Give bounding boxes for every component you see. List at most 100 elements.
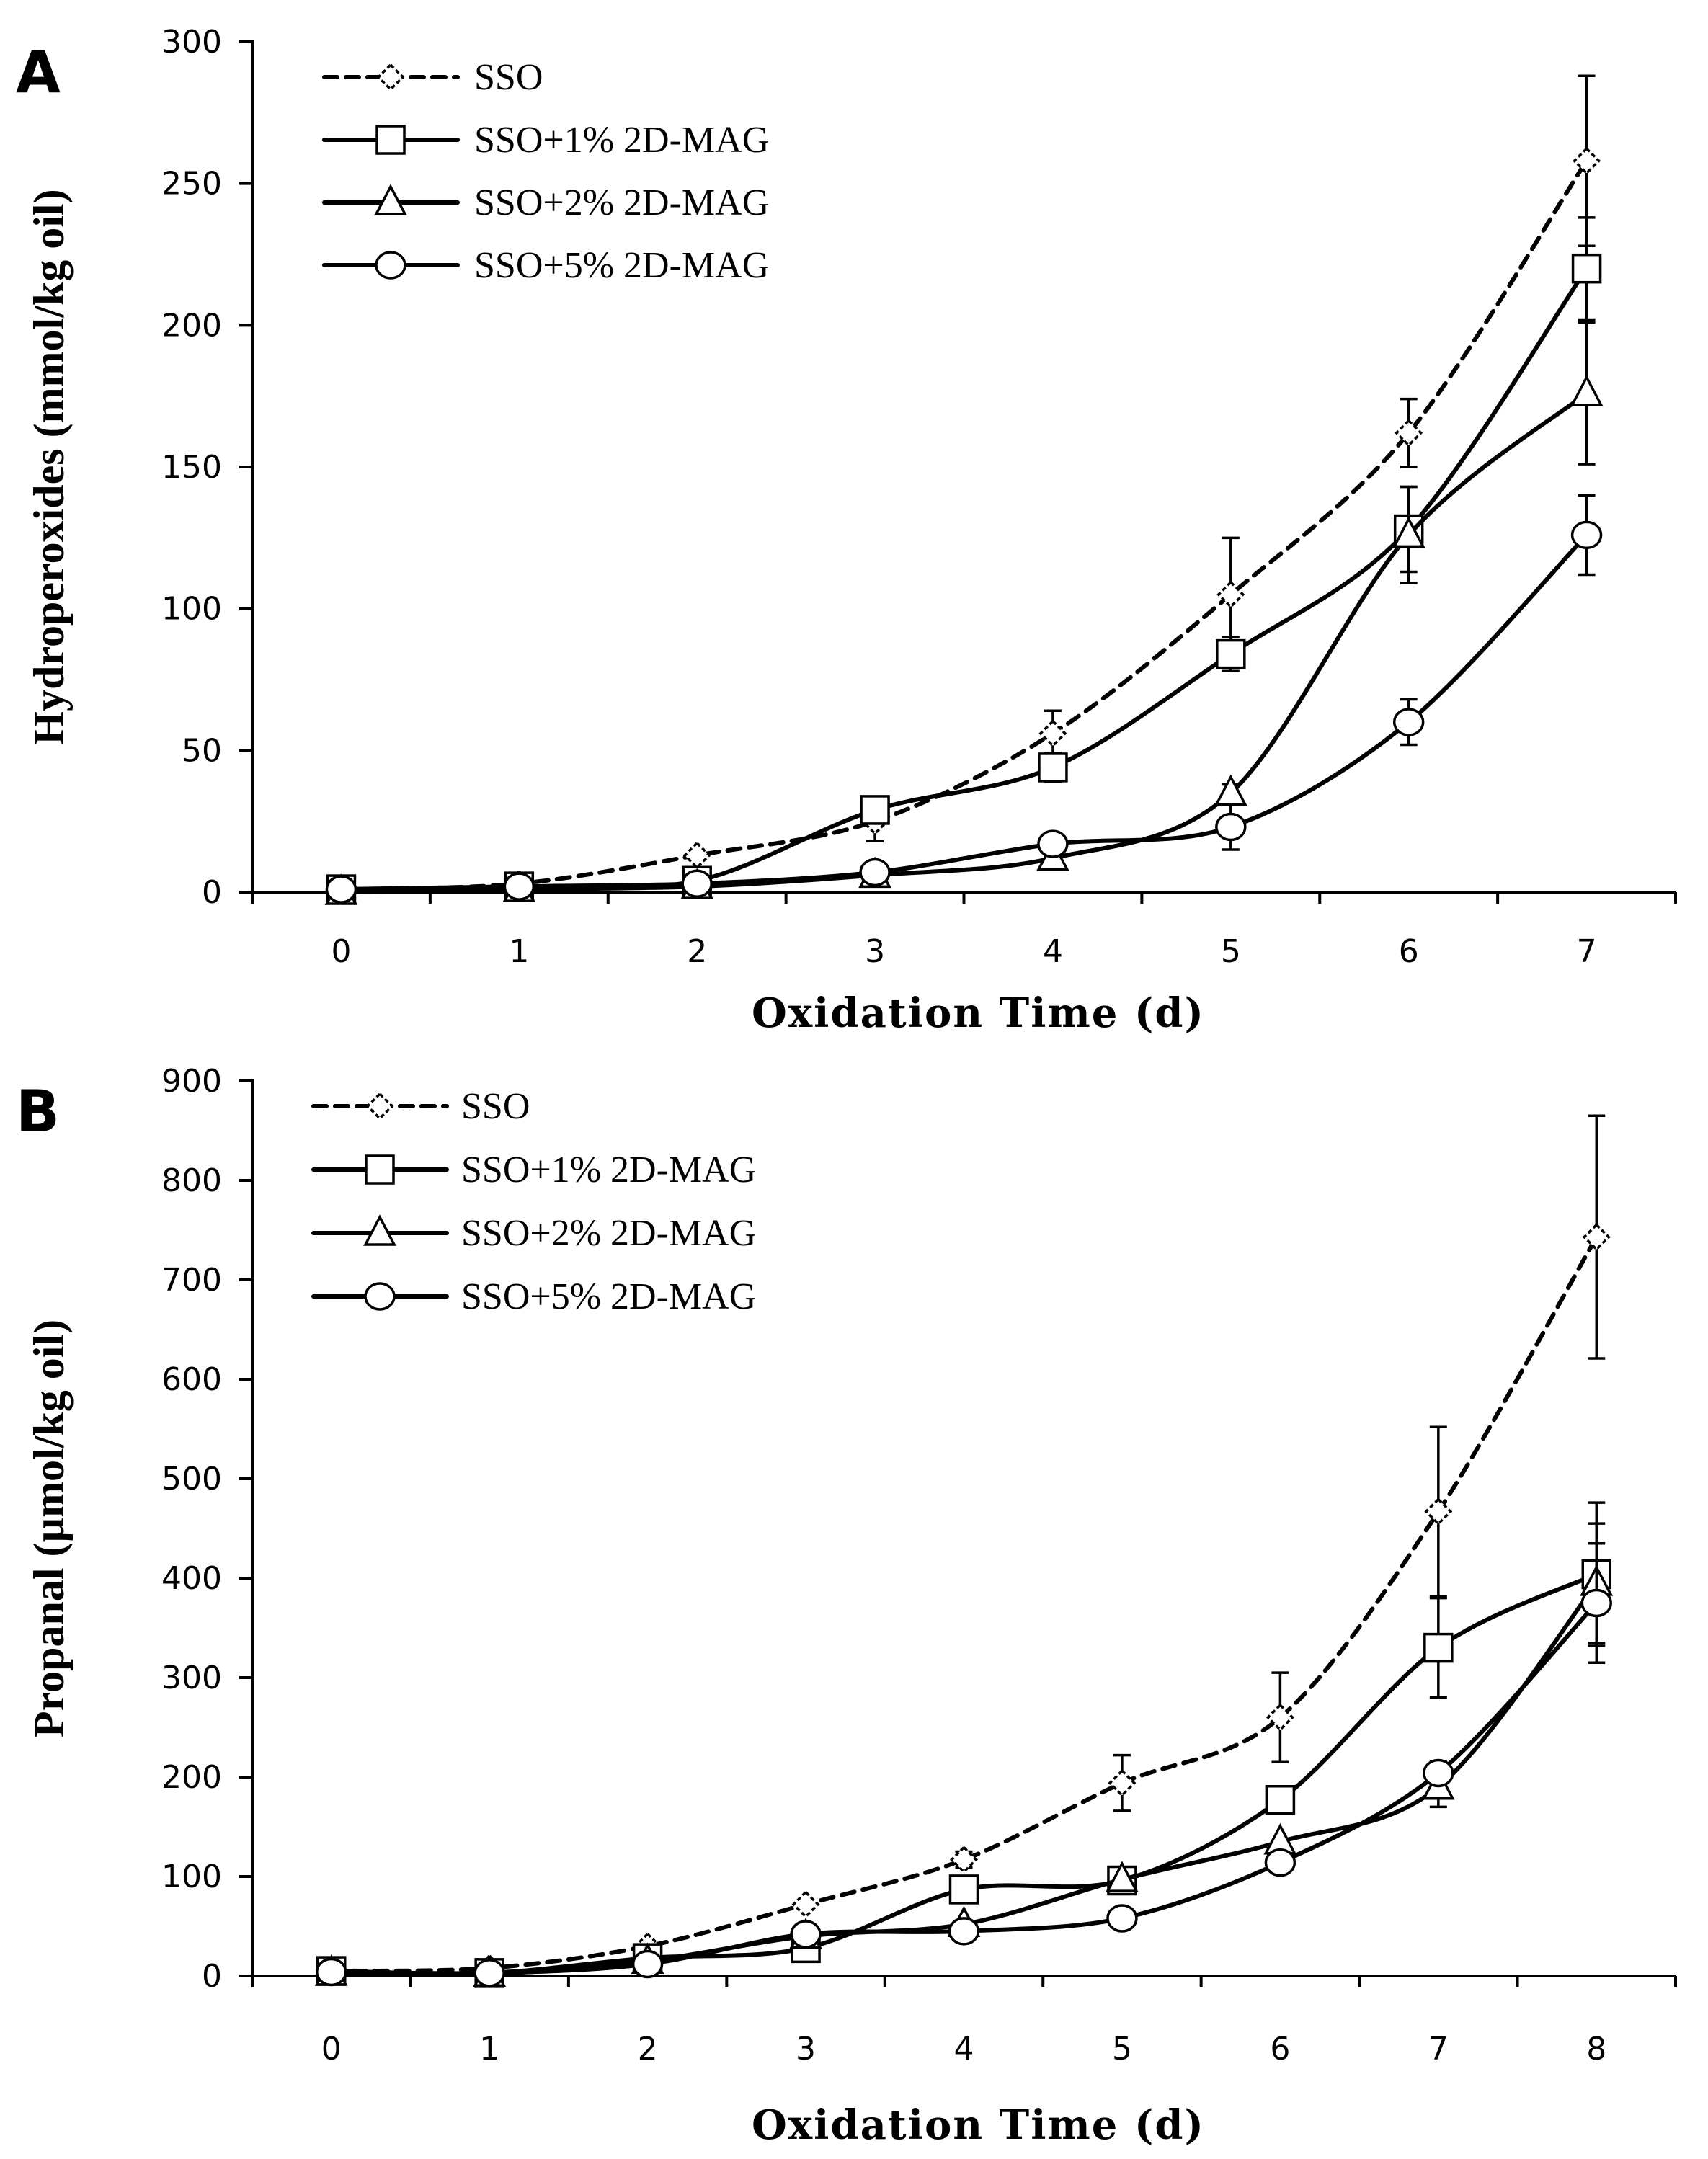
y-tick-label: 50: [182, 732, 222, 769]
legend-marker-square: [375, 125, 406, 155]
data-point-triangle: [1570, 374, 1604, 406]
data-point-diamond: [1582, 1223, 1611, 1252]
y-tick-label: 0: [202, 874, 222, 911]
x-tick-label: 2: [638, 2031, 658, 2067]
data-point-diamond: [1216, 580, 1245, 609]
x-tick-label: 0: [331, 933, 351, 970]
x-tick-label: 4: [1043, 933, 1063, 970]
series-triangle: [314, 1522, 1614, 1987]
x-tick-label: 7: [1577, 933, 1597, 970]
legend-label: SSO+2% 2D-MAG: [461, 1213, 756, 1254]
legend-label: SSO+5% 2D-MAG: [461, 1276, 756, 1317]
x-axis-title: Oxidation Time (d): [752, 989, 1205, 1037]
data-point-diamond: [1573, 146, 1601, 175]
x-tick-label: 6: [1399, 933, 1419, 970]
series-line: [339, 391, 1589, 894]
y-tick-label: 150: [161, 449, 222, 486]
y-tick-label: 200: [161, 1759, 222, 1796]
y-tick-label: 900: [161, 1063, 222, 1100]
y-tick-label: 500: [161, 1461, 222, 1497]
data-point-circle: [631, 1949, 664, 1979]
y-tick-label: 250: [161, 166, 222, 202]
x-tick-label: 1: [479, 2031, 499, 2067]
x-tick-label: 1: [509, 933, 529, 970]
data-point-square: [860, 795, 890, 825]
x-tick-label: 0: [321, 2031, 342, 2067]
legend-marker-triangle: [374, 184, 407, 215]
legend-label: SSO: [474, 57, 543, 98]
data-point-diamond: [1266, 1703, 1294, 1732]
data-point-circle: [1106, 1904, 1138, 1933]
panel-letter: B: [16, 1078, 60, 1145]
legend-entry: SSO+5% 2D-MAG: [322, 245, 769, 286]
legend-entry: SSO+2% 2D-MAG: [322, 182, 769, 223]
data-point-square: [1571, 253, 1602, 284]
y-axis-title: Hydroperoxides (mmol/kg oil): [25, 189, 73, 744]
legend-marker-circle: [364, 1282, 396, 1311]
data-point-diamond: [1108, 1768, 1137, 1797]
data-point-diamond: [1424, 1497, 1453, 1526]
series-line: [329, 1234, 1599, 1974]
data-point-diamond: [791, 1890, 820, 1919]
legend-entry: SSO+5% 2D-MAG: [311, 1276, 756, 1317]
data-point-circle: [1580, 1588, 1613, 1618]
y-tick-label: 300: [161, 24, 222, 61]
legend-label: SSO+1% 2D-MAG: [474, 120, 769, 161]
legend-entry: SSO+1% 2D-MAG: [311, 1149, 756, 1190]
x-tick-label: 5: [1221, 933, 1241, 970]
data-point-diamond: [682, 841, 711, 870]
panel-b: B 0 100 200 300 400 500 600 700 800 900 0 1 2 3 4 5 6 7 8 Ox…: [16, 1063, 1677, 2149]
y-tick-label: 300: [161, 1660, 222, 1696]
data-point-triangle: [1106, 1861, 1139, 1892]
data-point-square: [1423, 1632, 1454, 1663]
legend-entry: SSO+2% 2D-MAG: [311, 1213, 756, 1254]
series-diamond: [326, 74, 1601, 904]
data-point-circle: [1215, 812, 1247, 842]
legend-marker-square: [365, 1154, 395, 1185]
legend-entry: SSO+1% 2D-MAG: [322, 120, 769, 161]
data-point-circle: [473, 1959, 505, 1987]
data-point-triangle: [1392, 516, 1425, 548]
legend-marker-triangle: [363, 1214, 396, 1246]
data-point-circle: [859, 858, 891, 887]
y-tick-label: 200: [161, 307, 222, 344]
data-point-diamond: [1395, 419, 1423, 448]
legend-label: SSO+1% 2D-MAG: [461, 1149, 756, 1190]
legend-label: SSO+2% 2D-MAG: [474, 182, 769, 223]
series-circle: [315, 1541, 1613, 1987]
x-tick-label: 4: [954, 2031, 974, 2067]
legend-marker-circle: [375, 251, 406, 280]
y-tick-label: 100: [161, 591, 222, 628]
data-point-square: [1265, 1784, 1296, 1815]
data-point-circle: [1264, 1848, 1296, 1877]
x-tick-label: 5: [1112, 2031, 1132, 2067]
x-tick-label: 8: [1586, 2031, 1606, 2067]
x-tick-label: 7: [1428, 2031, 1449, 2067]
x-tick-label: 2: [687, 933, 707, 970]
data-point-diamond: [1038, 719, 1067, 748]
y-axis-title: Propanal (µmol/kg oil): [25, 1319, 73, 1737]
data-point-circle: [948, 1917, 980, 1946]
y-tick-label: 600: [161, 1361, 222, 1398]
y-tick-label: 100: [161, 1858, 222, 1895]
data-point-circle: [790, 1920, 822, 1949]
data-point-diamond: [950, 1846, 978, 1874]
data-point-square: [948, 1874, 979, 1905]
panel-a: A 0 50 100 150 200 250 300 0 1 2 3 4 5 6 7 Oxidation Tim…: [16, 24, 1677, 1037]
data-point-circle: [325, 875, 357, 904]
x-tick-label: 3: [796, 2031, 816, 2067]
data-point-square: [1038, 752, 1068, 783]
data-point-circle: [1037, 829, 1069, 858]
data-point-circle: [681, 869, 713, 898]
data-point-circle: [1570, 520, 1603, 550]
y-tick-label: 400: [161, 1560, 222, 1597]
legend-marker-diamond: [365, 1092, 394, 1121]
series-line: [339, 159, 1589, 892]
data-point-square: [1216, 638, 1246, 669]
legend-entry: SSO: [322, 57, 543, 98]
data-point-circle: [1423, 1758, 1454, 1788]
data-point-circle: [315, 1957, 347, 1987]
legend-label: SSO+5% 2D-MAG: [474, 245, 769, 286]
y-tick-label: 0: [202, 1958, 222, 1995]
series-circle: [325, 494, 1603, 904]
